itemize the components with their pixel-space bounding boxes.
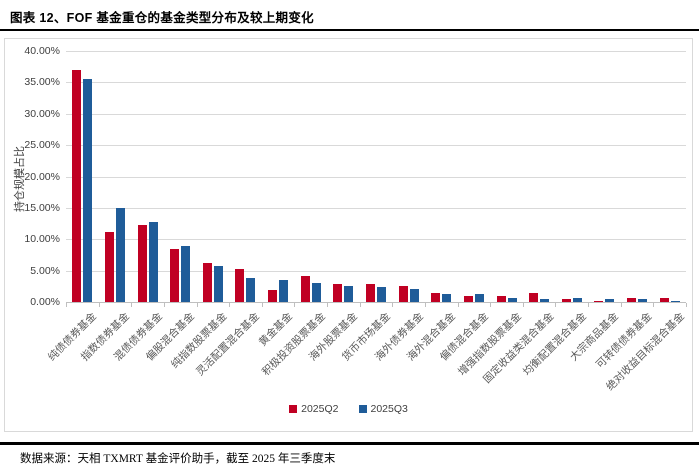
x-axis-tick [327, 303, 329, 307]
y-gridline [66, 113, 686, 115]
bar-2025Q3-海外债券基金 [409, 288, 419, 302]
title-divider [0, 29, 699, 31]
y-tick-label: 40.00% [24, 45, 60, 57]
y-gridline [66, 51, 686, 52]
chart-legend: 2025Q2 2025Q3 [5, 403, 692, 415]
x-axis-tick [229, 303, 231, 307]
bar-2025Q3-绝对收益目标混合基金 [670, 301, 680, 302]
y-gridline [66, 145, 686, 147]
figure-title: 图表 12、FOF 基金重仓的基金类型分布及较上期变化 [10, 11, 314, 25]
bar-2025Q2-纯债债券基金 [72, 70, 82, 302]
x-axis-tick [66, 303, 67, 307]
bar-2025Q2-海外混合基金 [431, 293, 441, 302]
bar-2025Q3-纯指数股票基金 [213, 265, 223, 302]
bar-2025Q3-海外混合基金 [442, 294, 452, 302]
bar-2025Q2-灵活配置混合基金 [235, 269, 245, 302]
bar-2025Q2-固定收益类混合基金 [529, 292, 539, 302]
y-tick-label: 0.00% [30, 296, 60, 308]
bar-2025Q2-大宗商品基金 [594, 301, 604, 302]
bar-2025Q2-可转债债券基金 [627, 298, 637, 302]
bar-2025Q2-偏债混合基金 [463, 295, 473, 302]
y-gridline [66, 239, 686, 241]
bar-2025Q3-海外股票基金 [344, 285, 354, 302]
bar-2025Q2-积极投资股票基金 [300, 276, 310, 302]
bar-2025Q2-绝对收益目标混合基金 [659, 298, 669, 302]
y-tick-label: 10.00% [24, 233, 60, 246]
y-tick-label: 20.00% [24, 170, 60, 183]
bar-2025Q3-指数债券基金 [115, 207, 125, 302]
bar-2025Q2-混债债券基金 [137, 224, 147, 302]
y-tick-label: 25.00% [24, 139, 60, 152]
bar-2025Q3-大宗商品基金 [605, 298, 615, 302]
x-axis-line [66, 302, 686, 303]
y-gridline [66, 82, 686, 84]
bar-2025Q3-积极投资股票基金 [311, 282, 321, 302]
legend-swatch-icon [358, 405, 367, 413]
x-axis-tick [653, 303, 655, 307]
y-tick-label: 15.00% [24, 201, 60, 214]
x-axis-tick [294, 303, 296, 307]
footer-divider [0, 442, 699, 445]
chart-container: 持仓规模占比 0.00% 5.00% 10.00% 15.00% 20.00% 25.00… [4, 38, 693, 432]
legend-item-2025Q3: 2025Q3 [358, 403, 408, 415]
legend-label: 2025Q3 [370, 403, 408, 415]
bar-2025Q3-增强指数股票基金 [507, 297, 517, 302]
x-axis-tick [620, 303, 622, 307]
bar-2025Q3-货币市场基金 [377, 286, 386, 302]
legend-item-2025Q2: 2025Q2 [289, 403, 339, 415]
x-axis-tick [424, 303, 426, 307]
x-axis-tick [392, 303, 394, 307]
x-axis-tick [522, 303, 524, 307]
y-gridline [66, 176, 686, 178]
source-note: 数据来源：天相 TXMRT 基金评价助手，截至 2025 年三季度末 [20, 453, 336, 465]
x-axis-tick [261, 303, 263, 307]
bar-2025Q3-黄金基金 [279, 280, 289, 302]
bar-2025Q2-黄金基金 [268, 290, 278, 302]
bar-2025Q2-指数债券基金 [104, 232, 114, 302]
legend-swatch-icon [289, 405, 298, 413]
y-gridline [66, 207, 686, 209]
x-axis-tick [131, 303, 133, 307]
bar-2025Q3-纯债债券基金 [83, 78, 93, 302]
x-axis-tick [457, 303, 459, 307]
bar-2025Q2-均衡配置混合基金 [561, 298, 571, 302]
x-axis-tick [490, 303, 492, 307]
x-axis-tick [555, 303, 557, 307]
legend-label: 2025Q2 [301, 403, 339, 415]
y-gridline [66, 270, 686, 272]
y-tick-label: 35.00% [24, 76, 60, 89]
bar-2025Q2-海外股票基金 [333, 283, 343, 302]
bar-2025Q3-偏股混合基金 [181, 246, 191, 302]
bar-2025Q3-固定收益类混合基金 [540, 298, 550, 302]
bar-2025Q2-增强指数股票基金 [496, 295, 506, 302]
bar-2025Q3-灵活配置混合基金 [246, 277, 256, 302]
bar-2025Q3-混债债券基金 [148, 221, 158, 302]
bar-2025Q2-货币市场基金 [366, 283, 375, 302]
bar-2025Q2-偏股混合基金 [170, 248, 180, 302]
bar-2025Q3-均衡配置混合基金 [572, 298, 582, 302]
bar-2025Q3-可转债债券基金 [638, 298, 648, 302]
x-axis-tick [686, 303, 687, 307]
x-axis-tick [196, 303, 198, 307]
bar-2025Q2-海外债券基金 [398, 286, 408, 302]
x-axis-tick [98, 303, 100, 307]
x-axis-tick [163, 303, 165, 307]
y-tick-label: 30.00% [24, 107, 60, 120]
bar-2025Q3-偏债混合基金 [474, 293, 484, 302]
bar-2025Q2-纯指数股票基金 [202, 263, 212, 302]
x-axis-tick [588, 303, 590, 307]
x-axis-tick [359, 303, 361, 307]
y-tick-label: 5.00% [30, 264, 60, 277]
